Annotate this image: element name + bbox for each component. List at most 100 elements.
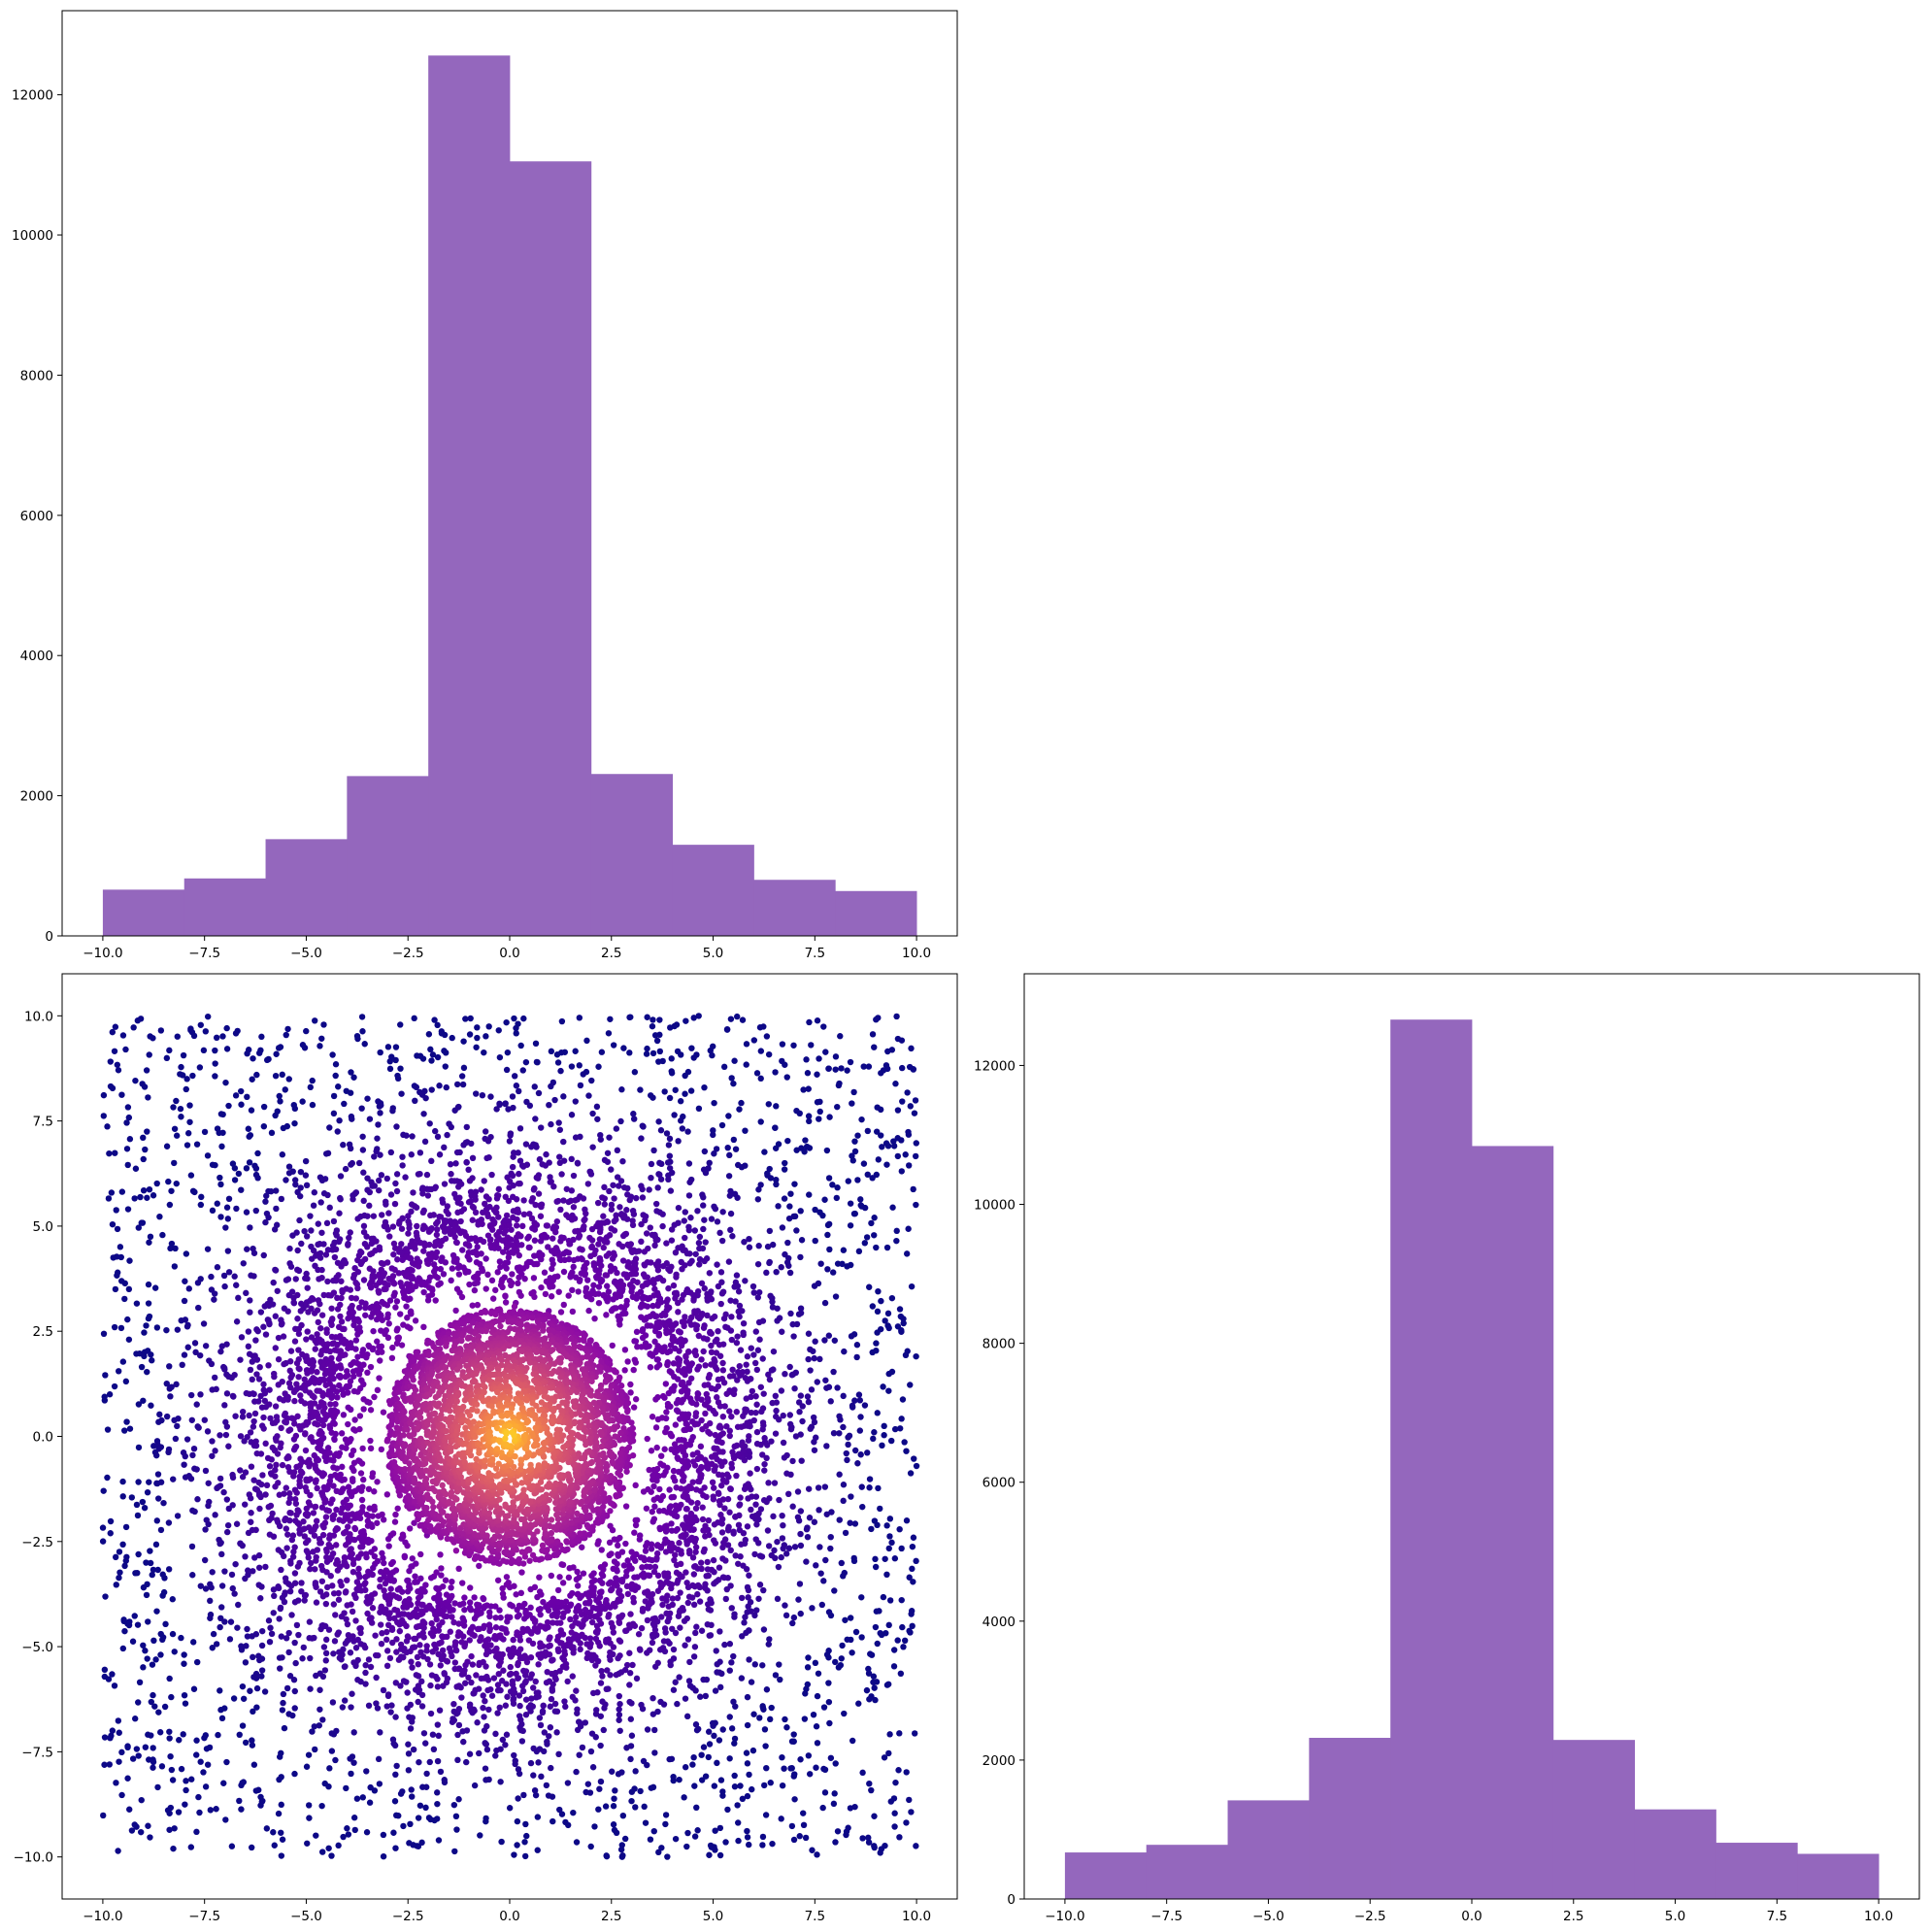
scatter-point (124, 1104, 132, 1111)
scatter-point (144, 1581, 150, 1588)
scatter-point (502, 1100, 509, 1108)
scatter-point (283, 1525, 290, 1532)
scatter-point (355, 1304, 363, 1312)
scatter-point (657, 1698, 664, 1706)
scatter-point (466, 1243, 473, 1249)
scatter-point (805, 1752, 813, 1759)
scatter-point (780, 1521, 786, 1529)
scatter-point (302, 1447, 310, 1454)
scatter-point (585, 1092, 592, 1099)
scatter-point (473, 1238, 480, 1245)
scatter-point (370, 1213, 378, 1219)
scatter-point (106, 1391, 114, 1398)
scatter-point (423, 1643, 430, 1649)
scatter-point (326, 1124, 333, 1131)
scatter-point (630, 1211, 638, 1217)
scatter-point (485, 1195, 492, 1203)
scatter-point (134, 1570, 141, 1577)
scatter-point (903, 1448, 910, 1454)
scatter-point (704, 1566, 712, 1573)
scatter-point (230, 1695, 238, 1702)
scatter-point (685, 1160, 693, 1167)
scatter-point (428, 1057, 435, 1064)
scatter-point (801, 1149, 808, 1155)
scatter-point (855, 1700, 862, 1707)
scatter-point (148, 1351, 154, 1358)
scatter-point (761, 1467, 768, 1474)
scatter-point (786, 1269, 794, 1277)
scatter-point (572, 1619, 579, 1626)
scatter-point (482, 1698, 488, 1705)
scatter-point (213, 1806, 219, 1813)
scatter-point (217, 1615, 224, 1622)
scatter-point (295, 1267, 303, 1275)
scatter-point (202, 1028, 210, 1035)
scatter-point (748, 1506, 754, 1514)
scatter-point (216, 1687, 223, 1694)
scatter-point (250, 1761, 258, 1768)
scatter-point (711, 1537, 717, 1544)
scatter-point (329, 1496, 336, 1503)
scatter-point (608, 1619, 615, 1626)
scatter-point (700, 1194, 707, 1201)
scatter-point (135, 1401, 143, 1408)
scatter-point (147, 1559, 154, 1567)
scatter-point (302, 1157, 310, 1165)
scatter-point (437, 1768, 445, 1776)
scatter-point (706, 1159, 713, 1167)
scatter-point (197, 1276, 204, 1282)
scatter-point (698, 1356, 705, 1363)
scatter-point (884, 1048, 891, 1055)
scatter-point (816, 1209, 823, 1216)
scatter-point (272, 1403, 280, 1410)
scatter-point (878, 1132, 884, 1139)
scatter-point (842, 1616, 849, 1623)
scatter-point (116, 1574, 122, 1582)
scatter-point (549, 1235, 556, 1242)
scatter-point (661, 1625, 669, 1632)
scatter-point (898, 1596, 905, 1604)
scatter-point (577, 1246, 583, 1252)
scatter-point (804, 1533, 812, 1541)
scatter-point (768, 1704, 775, 1712)
scatter-point (466, 1178, 474, 1184)
scatter-point (325, 1845, 332, 1851)
scatter-point (751, 1661, 758, 1668)
scatter-point (112, 1553, 119, 1561)
scatter-point (391, 1200, 399, 1208)
scatter-point (497, 1779, 504, 1785)
scatter-point (836, 1413, 843, 1419)
scatter-point (242, 1739, 250, 1747)
scatter-point (702, 1692, 710, 1700)
scatter-point (183, 1250, 190, 1257)
scatter-point (593, 1103, 601, 1111)
scatter-point (359, 1133, 366, 1140)
scatter-point (314, 1369, 320, 1376)
scatter-point (141, 1504, 149, 1512)
scatter-point (291, 1119, 298, 1127)
scatter-point (303, 1027, 310, 1035)
scatter-point (682, 1234, 688, 1242)
scatter-point (809, 1605, 816, 1612)
scatter-point (513, 1024, 519, 1032)
scatter-point (316, 1254, 324, 1261)
scatter-point (538, 1773, 545, 1781)
scatter-point (426, 1758, 433, 1766)
scatter-point (117, 1569, 123, 1576)
scatter-point (422, 1740, 429, 1747)
scatter-point (250, 1568, 256, 1575)
scatter-point (272, 1313, 279, 1319)
scatter-point (249, 1076, 255, 1083)
scatter-point (283, 1122, 290, 1130)
scatter-point (755, 1288, 763, 1296)
scatter-point (461, 1667, 468, 1674)
scatter-point (782, 1250, 788, 1258)
scatter-point (580, 1071, 586, 1078)
scatter-point (146, 1313, 153, 1320)
x-tick-label: 0.0 (499, 946, 519, 961)
scatter-point (397, 1682, 404, 1689)
scatter-point (619, 1812, 627, 1819)
scatter-point (304, 1275, 311, 1282)
scatter-point (740, 1331, 747, 1339)
scatter-point (392, 1845, 399, 1851)
